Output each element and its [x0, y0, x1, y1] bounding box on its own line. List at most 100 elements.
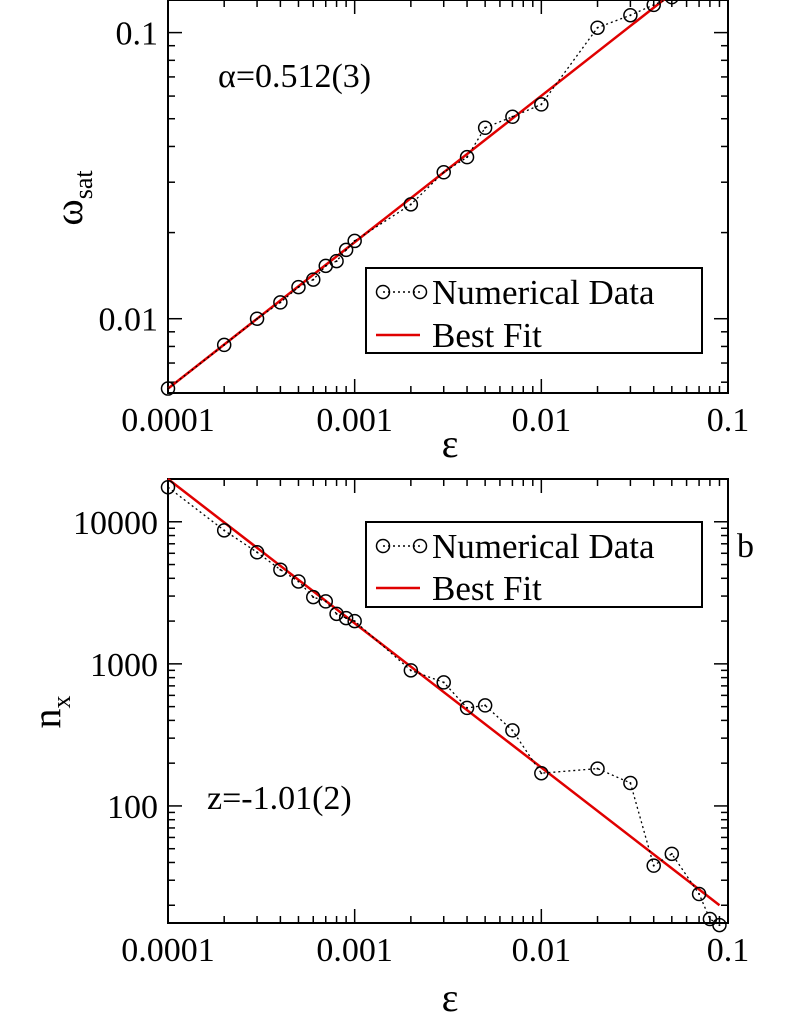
data-point-center-a: [511, 115, 514, 118]
data-point-a: [590, 20, 605, 35]
y-axis-label-sub-b: x: [47, 696, 76, 709]
data-point-a: [665, 0, 679, 5]
data-point-b: [646, 858, 661, 873]
data-point-center-a: [442, 171, 445, 174]
data-point-center-b: [484, 704, 487, 707]
annotation-alpha: α=0.512(3): [218, 58, 371, 95]
y-tick-label-b: 1000: [90, 647, 158, 684]
legend-entry-data-b: Numerical Data: [432, 527, 655, 566]
data-point-b: [664, 846, 680, 862]
data-point-a: [329, 253, 344, 269]
data-point-a: [646, 0, 661, 13]
x-tick-label-a: 0.0001: [121, 402, 215, 439]
plot-frame-b: [167, 478, 729, 924]
x-axis-label-a: ε: [442, 421, 459, 466]
data-point-center-a: [324, 264, 327, 267]
panel-letter-b: b: [737, 528, 754, 565]
data-point-center-a: [652, 3, 655, 6]
data-point-a: [347, 233, 362, 249]
panel-b: 0.0001 0.001 0.01 0.1 100 1000 10000 z=-1.01(2…: [24, 478, 754, 1020]
data-point-center-a: [596, 26, 599, 29]
data-point-a: [273, 295, 288, 310]
data-point-center-b: [279, 568, 282, 571]
panel-a: 0.0001 0.001 0.01 0.1 0.01 0.1 α=0.512(3) ε ω…: [46, 0, 749, 466]
data-point-center-b: [708, 918, 711, 921]
data-point-a: [459, 149, 475, 165]
y-axis-label-main-a: ω: [46, 199, 91, 225]
data-point-center-a: [335, 260, 338, 263]
data-point-center-b: [335, 612, 338, 615]
x-tick-label-b: 0.0001: [121, 932, 215, 969]
data-point-center-b: [297, 580, 300, 583]
y-tick-label-a: 0.01: [99, 302, 159, 339]
data-point-center-b: [540, 772, 543, 775]
x-axis-label-b: ε: [442, 975, 459, 1020]
legend-data-marker-right-a: [412, 284, 428, 300]
data-point-b: [623, 775, 638, 791]
data-point-center-b: [629, 782, 632, 785]
data-point-center-b: [312, 596, 315, 599]
numerical-data-a: [160, 0, 679, 396]
legend-a: Numerical Data Best Fit: [365, 267, 703, 355]
data-point-center-b: [698, 892, 701, 895]
data-point-a: [338, 242, 354, 258]
x-tick-label-b: 0.01: [512, 932, 572, 969]
best-fit-line-b: [167, 478, 721, 907]
data-point-center-b: [324, 600, 327, 603]
data-point-center-b: [652, 864, 655, 867]
legend-data-marker-left-b: [375, 538, 391, 554]
data-point-center-a: [540, 103, 543, 106]
data-point-b: [216, 523, 232, 538]
y-axis-label-main-b: n: [24, 709, 69, 729]
legend-data-marker-left-a: [375, 284, 391, 300]
legend-box-a: [365, 267, 703, 354]
data-point-b: [273, 562, 288, 577]
data-point-a: [436, 165, 451, 180]
data-point-center-a: [466, 156, 469, 159]
data-point-center-b: [345, 617, 348, 620]
data-point-center-b: [511, 729, 514, 732]
data-point-center-b: [466, 706, 469, 709]
x-tick-label-b: 0.001: [316, 932, 393, 969]
best-fit-b: [167, 478, 721, 907]
y-axis-label-b: nx: [24, 696, 76, 729]
data-point-b: [712, 917, 727, 933]
data-point-b: [306, 589, 321, 605]
data-point-a: [249, 311, 265, 326]
data-point-b: [403, 663, 419, 678]
data-point-b: [249, 545, 265, 560]
data-point-center-a: [312, 278, 315, 281]
data-point-b: [291, 574, 306, 589]
data-point-b: [329, 606, 344, 622]
data-point-center-b: [718, 924, 721, 927]
y-tick-label-a: 0.1: [116, 16, 159, 53]
ticks-a: [167, 0, 728, 393]
data-point-center-b: [256, 551, 259, 554]
data-point-a: [403, 197, 419, 212]
data-point-b: [477, 698, 493, 713]
data-point-b: [160, 479, 176, 495]
data-point-b: [505, 723, 520, 738]
data-point-b: [691, 886, 707, 902]
data-point-b: [318, 594, 334, 609]
data-point-center-a: [297, 286, 300, 289]
data-point-center-a: [409, 203, 412, 206]
y-tick-label-b: 10000: [73, 505, 158, 542]
data-point-center-a: [256, 317, 259, 320]
annotation-z: z=-1.01(2): [207, 780, 352, 817]
data-point-a: [216, 337, 232, 353]
tick-labels-a: 0.0001 0.001 0.01 0.1 0.01 0.1: [99, 16, 750, 439]
data-connector-a: [167, 0, 667, 390]
data-point-center-a: [223, 343, 226, 346]
x-tick-label-a: 0.001: [316, 402, 393, 439]
data-point-center-b: [409, 669, 412, 672]
tick-labels-b: 0.0001 0.001 0.01 0.1 100 1000 10000: [73, 505, 749, 969]
legend-entry-data-a: Numerical Data: [432, 273, 655, 312]
y-tick-label-b: 100: [107, 789, 158, 826]
data-point-a: [160, 381, 176, 396]
legend-box-b: [365, 521, 703, 608]
y-axis-label-sub-a: sat: [69, 170, 98, 200]
legend-entry-fit-b: Best Fit: [432, 569, 542, 608]
data-point-center-a: [629, 14, 632, 17]
